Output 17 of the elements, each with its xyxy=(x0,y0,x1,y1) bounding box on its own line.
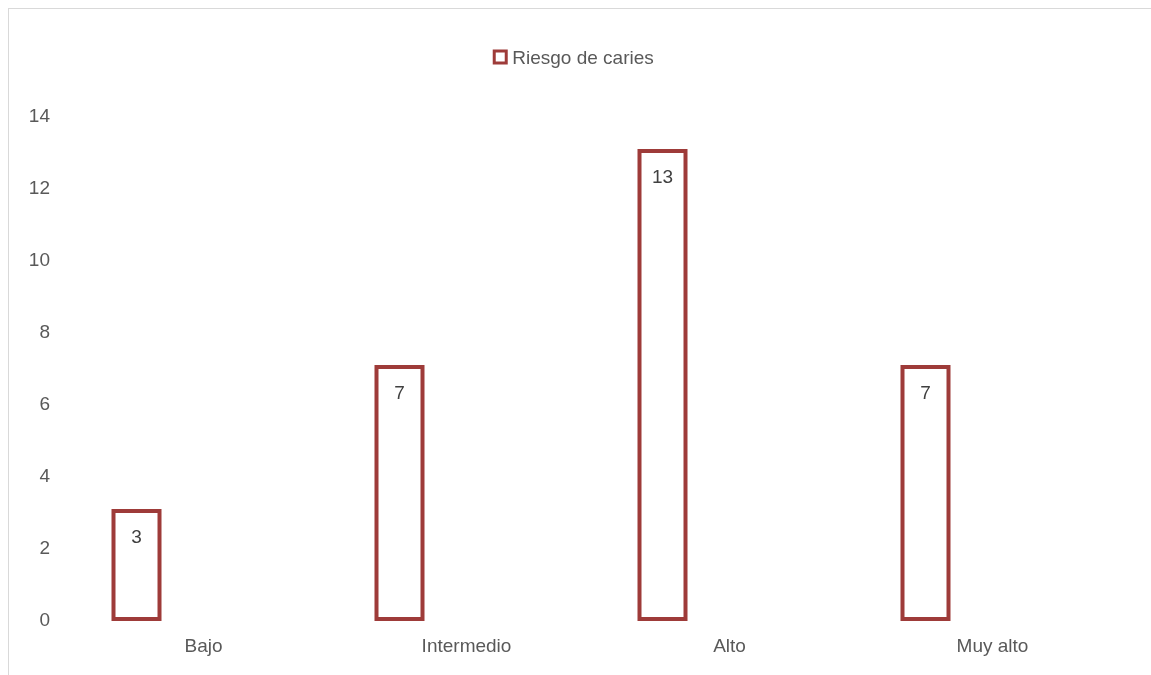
y-tick-label: 4 xyxy=(39,464,51,486)
y-tick-label: 12 xyxy=(28,176,50,198)
legend-label: Riesgo de caries xyxy=(512,47,654,68)
y-tick-label: 10 xyxy=(28,248,50,270)
y-tick-label: 0 xyxy=(39,608,50,630)
x-tick-label: Intermedio xyxy=(421,635,512,657)
data-label: 7 xyxy=(920,382,931,403)
x-tick-label: Muy alto xyxy=(956,635,1029,657)
y-tick-label: 14 xyxy=(28,104,51,126)
y-tick-label: 6 xyxy=(39,392,50,414)
data-label: 3 xyxy=(131,526,142,547)
data-label: 7 xyxy=(394,382,405,403)
x-tick-label: Bajo xyxy=(184,635,223,657)
y-tick-label: 8 xyxy=(39,320,50,342)
y-tick-label: 2 xyxy=(39,536,50,558)
data-label: 13 xyxy=(651,166,674,187)
x-tick-label: Alto xyxy=(713,635,746,657)
